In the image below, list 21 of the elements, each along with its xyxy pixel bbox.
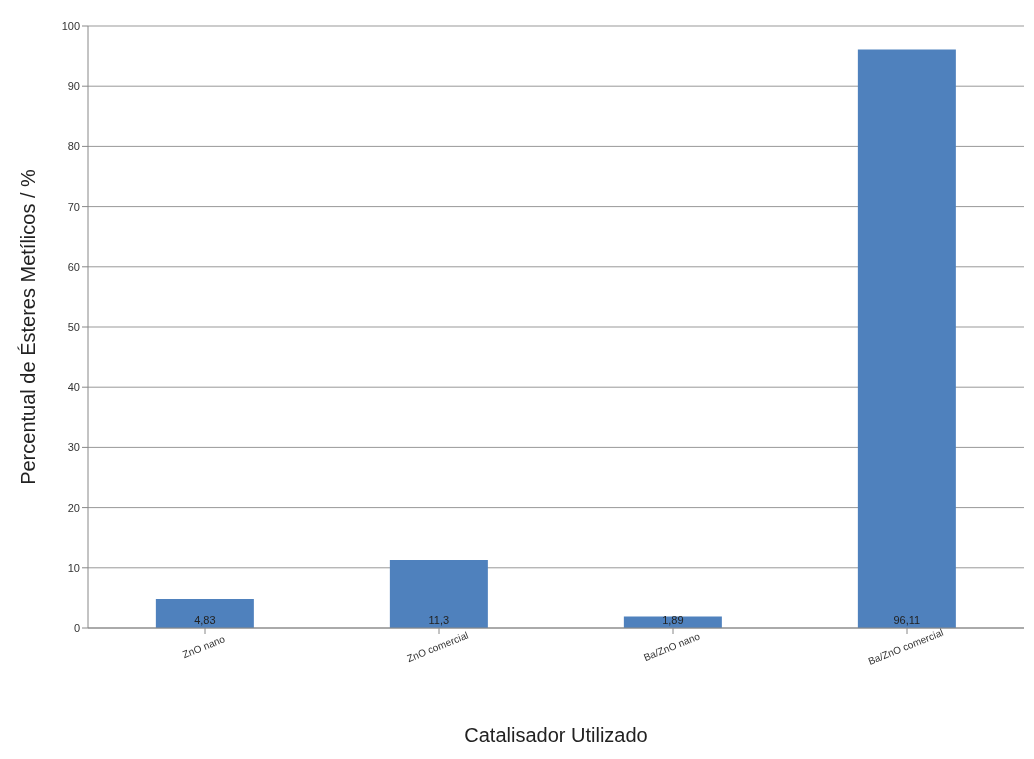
- y-tick-label: 80: [67, 140, 80, 153]
- bar: [389, 559, 488, 628]
- y-tick-label: 10: [67, 561, 80, 574]
- y-axis-title: Percentual de Ésteres Metílicos / %: [17, 168, 40, 485]
- bar: [155, 598, 254, 628]
- y-tick-label: 20: [67, 501, 80, 514]
- y-tick-label: 50: [67, 320, 80, 333]
- bar: [857, 49, 956, 628]
- y-tick-label: 60: [67, 260, 80, 273]
- x-axis-title: Catalisador Utilizado: [464, 724, 648, 747]
- data-label: 1,89: [662, 614, 684, 626]
- y-tick-label: 0: [73, 621, 80, 634]
- y-tick-label: 90: [67, 80, 80, 93]
- y-tick-label: 30: [67, 441, 80, 454]
- data-label: 96,11: [893, 614, 921, 626]
- y-tick-label: 40: [67, 381, 80, 394]
- y-tick-label: 70: [67, 200, 80, 213]
- data-label: 4,83: [194, 614, 216, 626]
- data-label: 11,3: [428, 614, 450, 626]
- x-tick-label: ZnO nano: [181, 633, 227, 661]
- y-tick-label: 100: [61, 19, 80, 32]
